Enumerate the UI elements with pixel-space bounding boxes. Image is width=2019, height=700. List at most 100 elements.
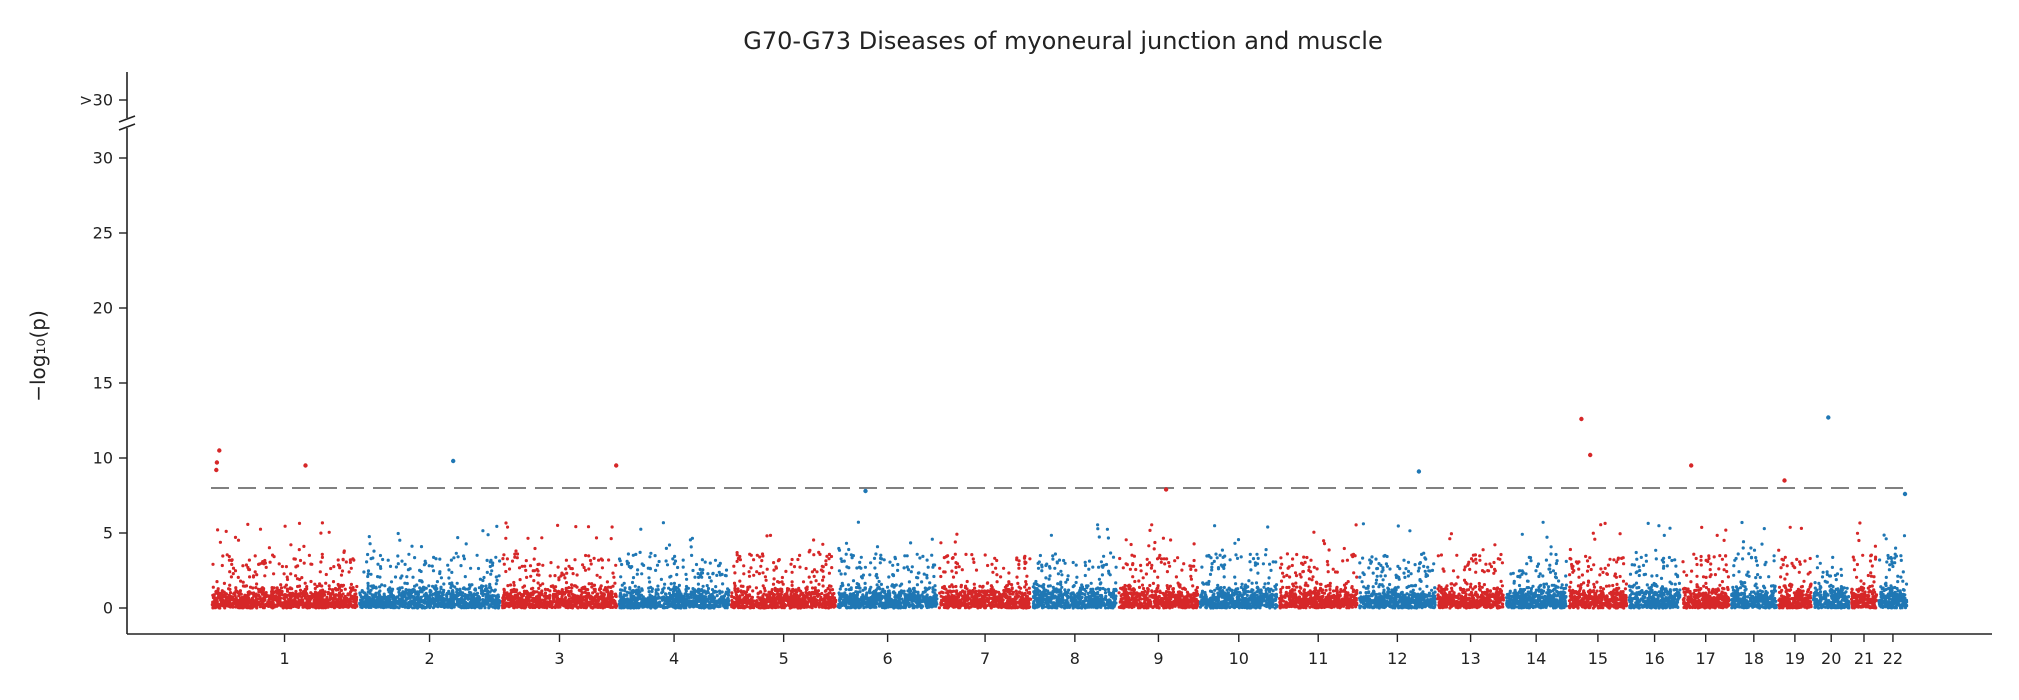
chromosome-2-points bbox=[358, 524, 502, 610]
y-tick-break: >30 bbox=[79, 91, 127, 110]
x-tick-label: 6 bbox=[883, 649, 893, 668]
chromosome-14-points bbox=[1505, 520, 1569, 610]
x-tick-chr-17: 17 bbox=[1696, 634, 1716, 668]
top-hit-point-13 bbox=[863, 488, 868, 494]
y-tick-30: 30 bbox=[93, 149, 127, 168]
chromosome-1-points bbox=[210, 521, 359, 610]
axis-break-mark-lower bbox=[118, 123, 136, 131]
axis-break-mark-upper bbox=[118, 115, 136, 123]
chromosome-17-scatter bbox=[1681, 525, 1731, 610]
x-tick-label: 12 bbox=[1387, 649, 1407, 668]
y-tick-20: 20 bbox=[93, 299, 127, 318]
chromosome-8-points bbox=[1031, 523, 1118, 610]
x-tick-label: 7 bbox=[980, 649, 990, 668]
y-tick-label: 20 bbox=[93, 299, 113, 318]
x-tick-chr-10: 10 bbox=[1229, 634, 1249, 668]
x-tick-chr-20: 20 bbox=[1821, 634, 1841, 668]
top-hit-point-3 bbox=[214, 467, 219, 473]
x-tick-label: 20 bbox=[1821, 649, 1841, 668]
chromosome-4-points bbox=[617, 521, 731, 610]
chromosome-13-points bbox=[1436, 532, 1506, 610]
y-tick-label: 15 bbox=[93, 374, 113, 393]
x-tick-label: 8 bbox=[1070, 649, 1080, 668]
chromosome-12-scatter bbox=[1358, 522, 1437, 610]
x-tick-label: 13 bbox=[1460, 649, 1480, 668]
y-tick-5: 5 bbox=[103, 524, 127, 543]
x-tick-chr-22: 22 bbox=[1883, 634, 1903, 668]
x-tick-label: 15 bbox=[1588, 649, 1608, 668]
chromosome-17-points bbox=[1681, 525, 1731, 610]
data-points-layer bbox=[210, 415, 1909, 610]
x-tick-label: 11 bbox=[1308, 649, 1328, 668]
chromosome-9-points bbox=[1117, 523, 1200, 610]
x-tick-chr-16: 16 bbox=[1644, 634, 1665, 668]
x-tick-label: 4 bbox=[669, 649, 679, 668]
axes-layer bbox=[118, 72, 1992, 635]
chromosome-19-points bbox=[1777, 525, 1813, 610]
top-hit-point-15 bbox=[1902, 491, 1908, 497]
x-tick-label: 9 bbox=[1153, 649, 1163, 668]
chromosome-10-scatter bbox=[1198, 524, 1279, 610]
chromosome-20-points bbox=[1811, 554, 1851, 610]
chromosome-6-points bbox=[836, 520, 939, 610]
svg-text:−log₁₀(p): −log₁₀(p) bbox=[26, 310, 50, 402]
x-tick-chr-15: 15 bbox=[1588, 634, 1608, 668]
chromosome-11-points bbox=[1278, 523, 1359, 610]
top-hit-point-9 bbox=[1588, 452, 1593, 458]
x-tick-label: 3 bbox=[554, 649, 564, 668]
top-hit-point-1 bbox=[217, 448, 222, 453]
chromosome-1-scatter bbox=[210, 521, 359, 610]
x-tick-chr-13: 13 bbox=[1460, 634, 1481, 668]
top-hit-point-5 bbox=[451, 458, 456, 464]
y-tick-label: 10 bbox=[93, 449, 113, 468]
chromosome-2-scatter bbox=[358, 524, 502, 610]
chromosome-7-points bbox=[937, 532, 1033, 610]
chart-title: G70-G73 Diseases of myoneural junction a… bbox=[743, 27, 1382, 55]
x-tick-chr-4: 4 bbox=[669, 634, 679, 668]
x-tick-chr-19: 19 bbox=[1785, 634, 1805, 668]
top-hit-point-2 bbox=[214, 460, 220, 465]
chromosome-22-points bbox=[1877, 533, 1909, 610]
x-tick-label: 18 bbox=[1744, 649, 1764, 668]
chromosome-21-points bbox=[1849, 521, 1879, 610]
chromosome-12-points bbox=[1358, 522, 1437, 610]
x-tick-chr-6: 6 bbox=[883, 634, 893, 668]
chromosome-10-points bbox=[1198, 524, 1279, 610]
chromosome-3-scatter bbox=[500, 521, 619, 610]
x-tick-chr-18: 18 bbox=[1744, 634, 1764, 668]
y-tick-10: 10 bbox=[93, 449, 127, 468]
x-tick-chr-2: 2 bbox=[424, 634, 435, 668]
y-tick-25: 25 bbox=[93, 224, 127, 243]
chromosome-19-scatter bbox=[1777, 525, 1813, 610]
x-tick-chr-11: 11 bbox=[1308, 634, 1328, 668]
chromosome-13-scatter bbox=[1436, 532, 1506, 610]
y-tick-label-break: >30 bbox=[79, 91, 113, 110]
y-tick-label: 0 bbox=[103, 599, 113, 618]
y-axis-label: −log₁₀(p) bbox=[26, 310, 50, 402]
top-hit-point-8 bbox=[1579, 416, 1584, 422]
y-tick-label: 30 bbox=[93, 149, 113, 168]
x-tick-label: 1 bbox=[279, 649, 289, 668]
x-tick-chr-5: 5 bbox=[779, 634, 789, 668]
x-tick-chr-1: 1 bbox=[279, 634, 290, 668]
x-tick-chr-3: 3 bbox=[554, 634, 565, 668]
top-hit-point-10 bbox=[1689, 463, 1694, 468]
chromosome-14-scatter bbox=[1505, 520, 1569, 610]
x-tick-label: 16 bbox=[1644, 649, 1664, 668]
chromosome-21-scatter bbox=[1849, 521, 1879, 610]
chromosome-22-scatter bbox=[1877, 533, 1909, 610]
x-tick-label: 19 bbox=[1785, 649, 1805, 668]
x-tick-label: 2 bbox=[424, 649, 434, 668]
y-tick-0: 0 bbox=[103, 599, 127, 618]
x-tick-label: 5 bbox=[779, 649, 789, 668]
x-tick-label: 21 bbox=[1854, 649, 1874, 668]
x-tick-label: 17 bbox=[1696, 649, 1716, 668]
chromosome-18-scatter bbox=[1729, 520, 1778, 610]
y-tick-label: 25 bbox=[93, 224, 113, 243]
chromosome-16-scatter bbox=[1627, 521, 1682, 610]
chromosome-18-points bbox=[1729, 520, 1778, 610]
x-tick-label: 10 bbox=[1229, 649, 1249, 668]
